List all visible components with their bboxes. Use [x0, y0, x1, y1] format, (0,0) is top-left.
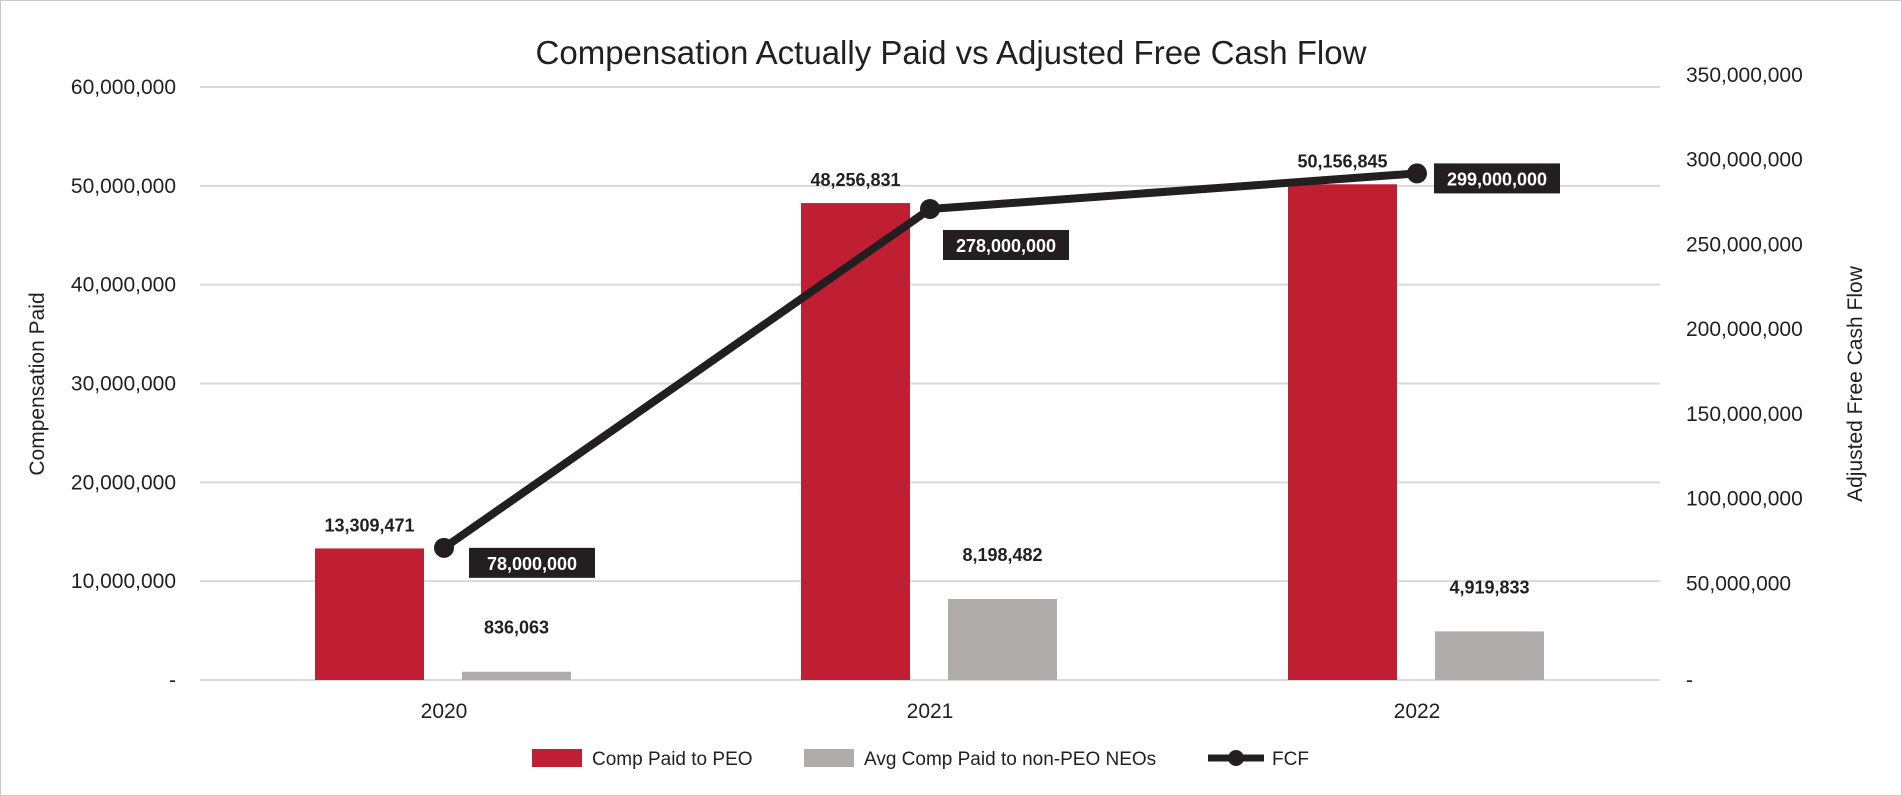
- legend-label: Comp Paid to PEO: [592, 749, 753, 770]
- bar-peo: [801, 203, 910, 681]
- y2-tick-label: 350,000,000: [1686, 64, 1803, 87]
- y-tick-label: 60,000,000: [71, 76, 176, 99]
- y2-tick-label: 300,000,000: [1686, 149, 1803, 172]
- bar-peo: [315, 548, 424, 680]
- y2-tick-label: -: [1686, 669, 1693, 692]
- fcf-point: [920, 198, 940, 219]
- fcf-line: [441, 169, 1418, 552]
- x-tick-label: 2020: [421, 700, 468, 723]
- fcf-data-label: 78,000,000: [487, 554, 577, 574]
- chart-title: Compensation Actually Paid vs Adjusted F…: [536, 34, 1367, 71]
- y2-tick-label: 150,000,000: [1686, 403, 1803, 426]
- data-label: 4,919,833: [1449, 577, 1529, 597]
- y-tick-label: 20,000,000: [71, 471, 176, 494]
- legend-label: Avg Comp Paid to non-PEO NEOs: [864, 749, 1156, 770]
- y2-tick-label: 200,000,000: [1686, 318, 1803, 341]
- x-tick-label: 2022: [1394, 700, 1441, 723]
- legend-swatch: [804, 749, 854, 767]
- fcf-data-label: 299,000,000: [1447, 169, 1547, 189]
- y2-tick-label: 100,000,000: [1686, 488, 1803, 511]
- y-tick-label: 10,000,000: [71, 570, 176, 593]
- legend-marker: [1228, 750, 1244, 766]
- fcf-point: [1407, 163, 1427, 184]
- fcf-data-label: 278,000,000: [956, 236, 1056, 256]
- fcf-point: [434, 537, 454, 558]
- bar-non-peo: [948, 598, 1057, 680]
- y-tick-label: -: [169, 669, 176, 692]
- data-label: 48,256,831: [810, 170, 900, 190]
- bar-non-peo: [1435, 631, 1544, 680]
- y-tick-label: 30,000,000: [71, 373, 176, 396]
- data-label: 50,156,845: [1297, 151, 1387, 171]
- y2-tick-label: 50,000,000: [1686, 572, 1791, 595]
- bar-peo: [1288, 184, 1397, 680]
- legend-swatch: [532, 749, 582, 767]
- y2-tick-label: 250,000,000: [1686, 233, 1803, 256]
- data-label: 836,063: [484, 618, 549, 638]
- y-tick-label: 40,000,000: [71, 274, 176, 297]
- data-label: 8,198,482: [962, 545, 1042, 565]
- y-axis-label: Compensation Paid: [26, 292, 49, 475]
- bar-non-peo: [462, 671, 571, 680]
- x-tick-label: 2021: [907, 700, 954, 723]
- legend-label: FCF: [1272, 749, 1309, 770]
- y-tick-label: 50,000,000: [71, 175, 176, 198]
- fcf-label-box: [469, 547, 595, 578]
- fcf-label-box: [1434, 163, 1560, 194]
- y2-axis-label: Adjusted Free Cash Flow: [1844, 265, 1867, 502]
- data-label: 13,309,471: [324, 515, 414, 535]
- fcf-label-box: [943, 229, 1069, 260]
